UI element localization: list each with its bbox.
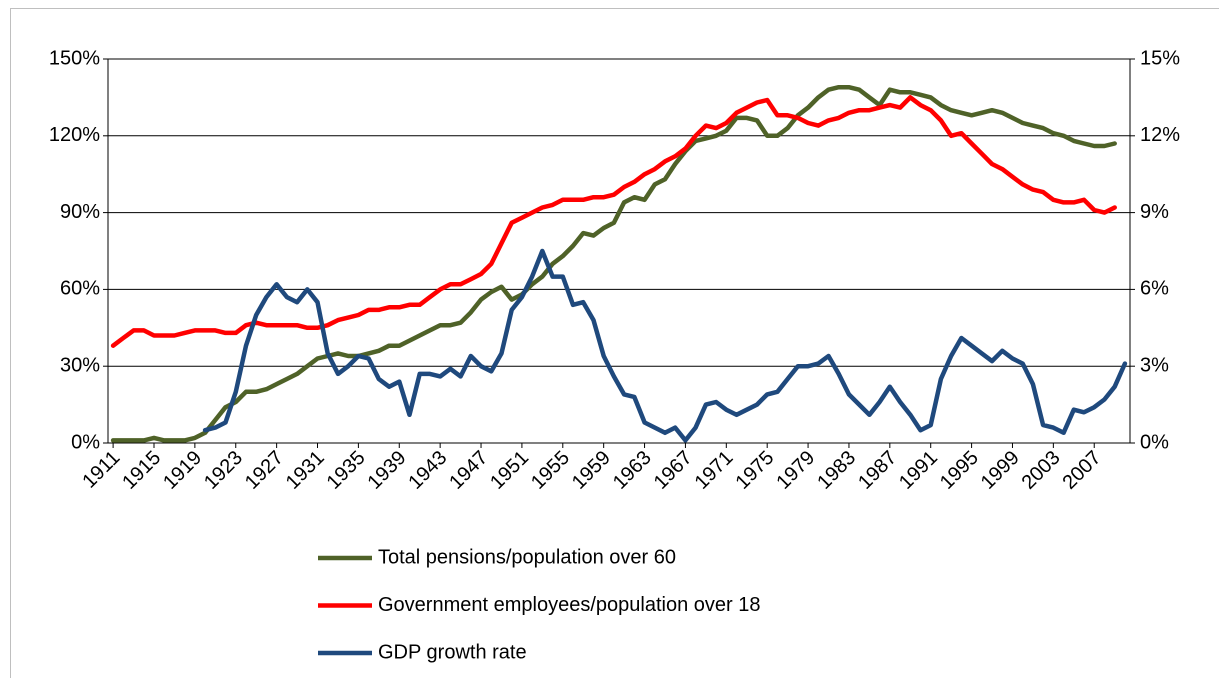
y2-tick-label: 0% bbox=[1140, 431, 1169, 453]
x-tick-label: 1991 bbox=[895, 447, 942, 494]
legend-label: Government employees/population over 18 bbox=[378, 594, 760, 616]
x-tick-label: 1979 bbox=[772, 447, 819, 494]
x-tick-label: 1999 bbox=[977, 447, 1024, 494]
x-tick-label: 1911 bbox=[78, 447, 124, 493]
y2-tick-label: 9% bbox=[1140, 201, 1169, 223]
x-tick-label: 1967 bbox=[650, 447, 697, 494]
y-tick-label: 120% bbox=[49, 124, 100, 146]
x-tick-label: 1987 bbox=[854, 447, 901, 494]
x-tick-label: 1919 bbox=[159, 447, 206, 494]
chart-border bbox=[10, 8, 1219, 678]
x-tick-label: 1959 bbox=[568, 447, 615, 494]
x-tick-label: 2003 bbox=[1018, 447, 1065, 494]
y-tick-label: 150% bbox=[49, 47, 100, 69]
x-tick-label: 1983 bbox=[813, 447, 860, 494]
y2-tick-label: 6% bbox=[1140, 278, 1169, 300]
legend-label: GDP growth rate bbox=[378, 641, 527, 663]
x-tick-label: 1943 bbox=[404, 447, 451, 494]
y-tick-label: 0% bbox=[71, 431, 100, 453]
x-tick-label: 1939 bbox=[364, 447, 411, 494]
x-tick-label: 1995 bbox=[936, 447, 983, 494]
x-tick-label: 1963 bbox=[609, 447, 656, 494]
series-line bbox=[202, 248, 1128, 443]
x-tick-label: 1927 bbox=[241, 447, 288, 494]
y2-tick-label: 15% bbox=[1140, 47, 1180, 69]
x-tick-label: 1915 bbox=[118, 447, 165, 494]
y2-tick-label: 12% bbox=[1140, 124, 1180, 146]
y-tick-label: 30% bbox=[60, 354, 100, 376]
x-tick-label: 1931 bbox=[282, 447, 329, 494]
x-tick-label: 1971 bbox=[691, 447, 738, 494]
x-tick-label: 1955 bbox=[527, 447, 574, 494]
y-tick-label: 90% bbox=[60, 201, 100, 223]
x-tick-label: 2007 bbox=[1058, 447, 1105, 494]
x-tick-label: 1935 bbox=[323, 447, 370, 494]
x-tick-label: 1951 bbox=[486, 447, 533, 494]
x-tick-label: 1975 bbox=[731, 447, 778, 494]
x-tick-label: 1947 bbox=[445, 447, 492, 494]
y2-tick-label: 3% bbox=[1140, 354, 1169, 376]
x-tick-label: 1923 bbox=[200, 447, 247, 494]
y-tick-label: 60% bbox=[60, 278, 100, 300]
series-line bbox=[110, 84, 1117, 443]
legend-label: Total pensions/population over 60 bbox=[378, 546, 676, 568]
series-line bbox=[110, 95, 1117, 348]
